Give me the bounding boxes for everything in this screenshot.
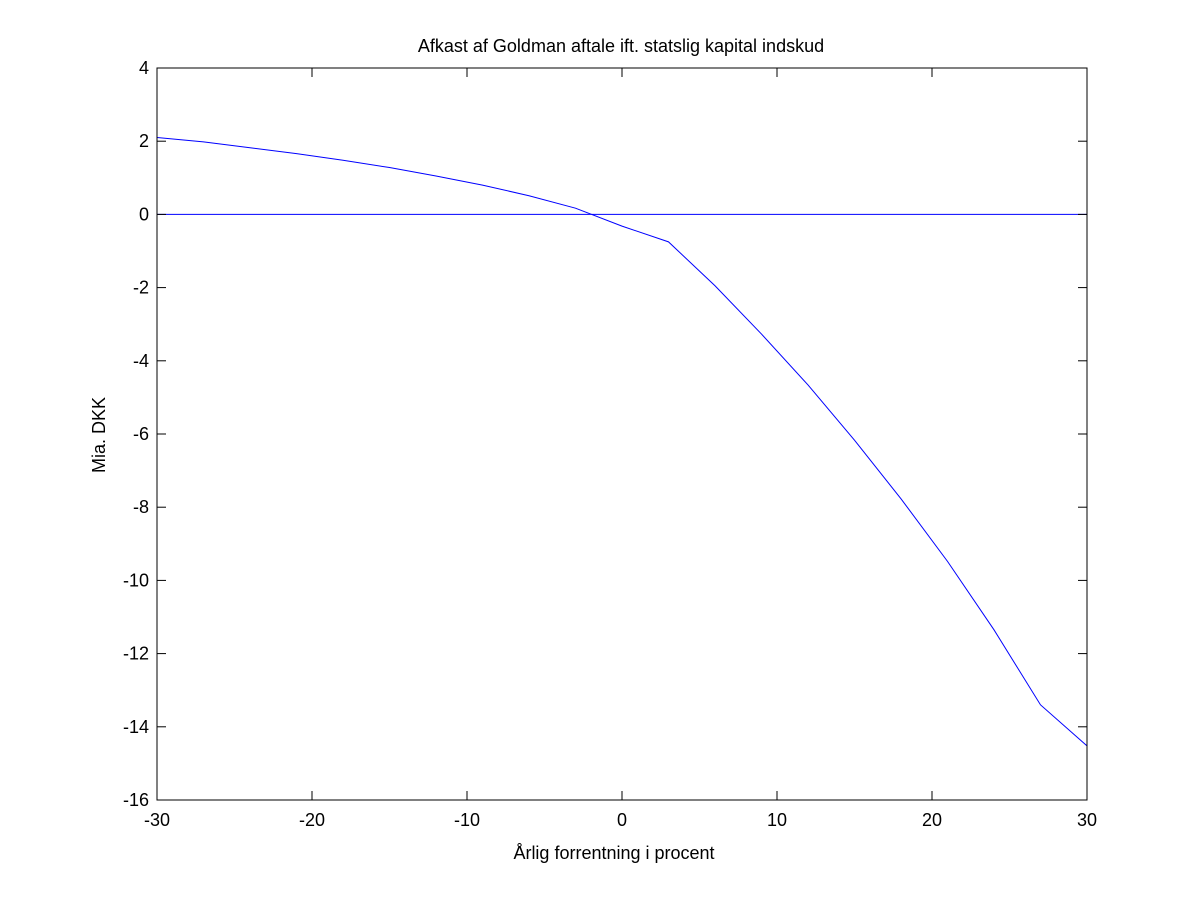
x-tick-label: -30 xyxy=(144,810,170,830)
x-axis-label: Årlig forrentning i procent xyxy=(513,843,714,863)
x-tick-label: 10 xyxy=(767,810,787,830)
y-tick-label: 2 xyxy=(139,131,149,151)
y-tick-label: -4 xyxy=(133,351,149,371)
y-tick-label: -10 xyxy=(123,570,149,590)
chart-title: Afkast af Goldman aftale ift. statslig k… xyxy=(418,36,824,56)
x-tick-label: -10 xyxy=(454,810,480,830)
x-tick-label: 20 xyxy=(922,810,942,830)
y-axis-label: Mia. DKK xyxy=(89,397,109,473)
y-tick-label: -14 xyxy=(123,717,149,737)
y-tick-label: -2 xyxy=(133,278,149,298)
y-tick-label: 0 xyxy=(139,204,149,224)
y-tick-label: -8 xyxy=(133,497,149,517)
x-tick-label: -20 xyxy=(299,810,325,830)
x-tick-label: 30 xyxy=(1077,810,1097,830)
y-tick-label: -6 xyxy=(133,424,149,444)
y-tick-label: -12 xyxy=(123,644,149,664)
y-tick-label: -16 xyxy=(123,790,149,810)
series-line-1 xyxy=(156,137,1088,747)
x-tick-label: 0 xyxy=(617,810,627,830)
y-tick-label: 4 xyxy=(139,58,149,78)
